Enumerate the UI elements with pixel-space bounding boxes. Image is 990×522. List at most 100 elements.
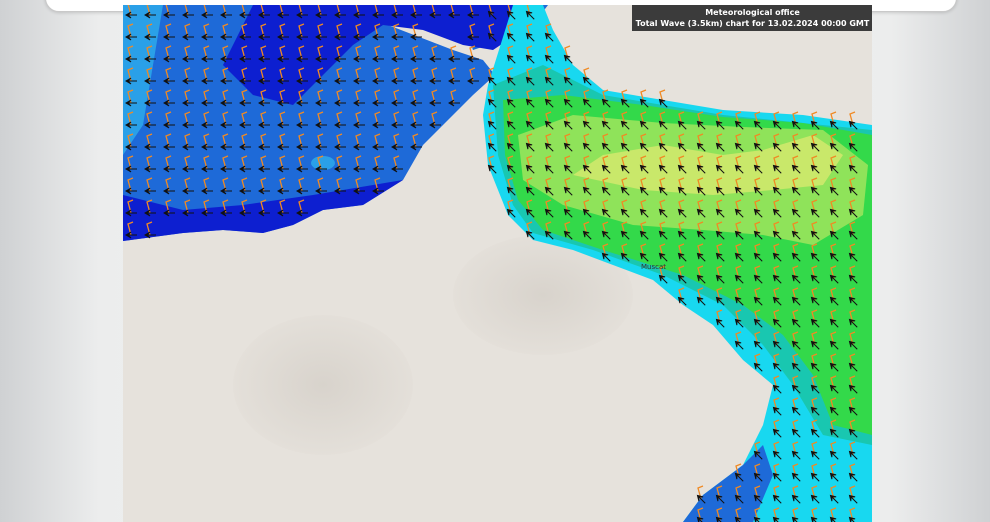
wave-direction-arrow bbox=[506, 32, 516, 42]
wind-barb bbox=[222, 89, 229, 104]
wind-barb bbox=[735, 331, 742, 346]
wave-direction-arrow bbox=[410, 55, 422, 63]
wind-barb bbox=[222, 199, 229, 214]
wave-direction-arrow bbox=[639, 230, 649, 240]
wave-direction-arrow bbox=[544, 54, 554, 64]
wind-barb bbox=[241, 89, 248, 104]
wind-barb bbox=[849, 441, 856, 456]
wave-direction-arrow bbox=[734, 472, 744, 482]
wave-direction-arrow bbox=[696, 120, 706, 130]
wind-barb bbox=[374, 67, 381, 82]
wave-direction-arrow bbox=[791, 318, 801, 328]
wind-barb bbox=[697, 221, 704, 236]
wind-barb bbox=[792, 133, 799, 148]
wave-direction-arrow bbox=[334, 33, 346, 41]
wave-direction-arrow bbox=[658, 274, 668, 284]
wave-direction-arrow bbox=[715, 186, 725, 196]
wind-barb bbox=[792, 507, 799, 522]
wind-barb bbox=[659, 221, 666, 236]
wave-direction-arrow bbox=[810, 230, 820, 240]
wave-direction-arrow bbox=[772, 164, 782, 174]
wave-direction-arrow bbox=[201, 11, 213, 19]
wave-direction-arrow bbox=[601, 164, 611, 174]
wave-direction-arrow bbox=[296, 121, 308, 129]
wave-direction-arrow bbox=[372, 33, 384, 41]
wind-barb bbox=[773, 397, 780, 412]
wind-barb bbox=[374, 155, 381, 170]
wave-direction-arrow bbox=[829, 384, 839, 394]
wave-direction-arrow bbox=[315, 33, 327, 41]
wind-barb bbox=[488, 133, 495, 148]
wind-barb bbox=[602, 111, 609, 126]
wind-barb bbox=[830, 111, 837, 126]
wind-barb bbox=[754, 199, 761, 214]
wind-barb bbox=[792, 111, 799, 126]
wind-barb bbox=[298, 67, 305, 82]
wind-barb bbox=[830, 485, 837, 500]
wave-direction-arrow bbox=[772, 274, 782, 284]
wave-direction-arrow bbox=[182, 209, 194, 217]
wind-barb bbox=[336, 89, 343, 104]
gulf-west-band bbox=[123, 5, 163, 155]
wind-barb bbox=[241, 111, 248, 126]
wave-direction-arrow bbox=[163, 33, 175, 41]
wind-barb bbox=[488, 23, 495, 38]
wave-direction-arrow bbox=[810, 164, 820, 174]
wave-direction-arrow bbox=[144, 231, 156, 239]
wave-direction-arrow bbox=[391, 11, 403, 19]
wave-direction-arrow bbox=[829, 274, 839, 284]
wave-direction-arrow bbox=[772, 208, 782, 218]
wave-direction-arrow bbox=[163, 187, 175, 195]
wave-direction-arrow bbox=[353, 55, 365, 63]
wind-barb bbox=[526, 89, 533, 104]
wind-barb bbox=[184, 23, 191, 38]
wind-barb bbox=[830, 375, 837, 390]
wind-barb bbox=[507, 67, 514, 82]
wind-barb bbox=[526, 45, 533, 60]
wind-barb bbox=[735, 463, 742, 478]
wind-barb bbox=[431, 45, 438, 60]
wave-arrow-layer bbox=[125, 5, 858, 522]
wave-direction-arrow bbox=[258, 11, 270, 19]
wind-barb bbox=[583, 67, 590, 82]
wave-direction-arrow bbox=[810, 142, 820, 152]
wind-barb bbox=[298, 177, 305, 192]
wave-direction-arrow bbox=[220, 165, 232, 173]
wave-direction-arrow bbox=[391, 165, 403, 173]
wind-barb bbox=[279, 89, 286, 104]
wave-direction-arrow bbox=[334, 11, 346, 19]
wind-barb bbox=[317, 45, 324, 60]
wave-direction-arrow bbox=[772, 428, 782, 438]
wind-barb bbox=[374, 45, 381, 60]
wave-direction-arrow bbox=[410, 99, 422, 107]
wind-barb bbox=[545, 89, 552, 104]
wind-barb bbox=[735, 507, 742, 522]
wind-barb bbox=[716, 287, 723, 302]
wave-direction-arrow bbox=[696, 208, 706, 218]
wind-barb bbox=[792, 463, 799, 478]
wind-barb bbox=[621, 221, 628, 236]
wave-direction-arrow bbox=[353, 165, 365, 173]
wave-direction-arrow bbox=[772, 252, 782, 262]
wave-direction-arrow bbox=[582, 186, 592, 196]
wind-barb bbox=[317, 23, 324, 38]
wave-direction-arrow bbox=[848, 340, 858, 350]
wind-barb bbox=[583, 155, 590, 170]
wind-barb bbox=[640, 89, 647, 104]
wave-direction-arrow bbox=[791, 142, 801, 152]
wind-barb bbox=[773, 309, 780, 324]
wave-direction-arrow bbox=[277, 99, 289, 107]
wind-barb bbox=[697, 243, 704, 258]
chart-title: Total Wave (3.5km) chart for 13.02.2024 … bbox=[635, 19, 870, 28]
wave-direction-arrow bbox=[125, 99, 137, 107]
wind-barb bbox=[735, 133, 742, 148]
wave-direction-arrow bbox=[848, 472, 858, 482]
wave-direction-arrow bbox=[772, 362, 782, 372]
wind-barb bbox=[336, 155, 343, 170]
wave-direction-arrow bbox=[506, 120, 516, 130]
wave-direction-arrow bbox=[163, 209, 175, 217]
wave-direction-arrow bbox=[125, 11, 137, 19]
wave-direction-arrow bbox=[296, 55, 308, 63]
wave-direction-arrow bbox=[220, 33, 232, 41]
wave-direction-arrow bbox=[296, 77, 308, 85]
